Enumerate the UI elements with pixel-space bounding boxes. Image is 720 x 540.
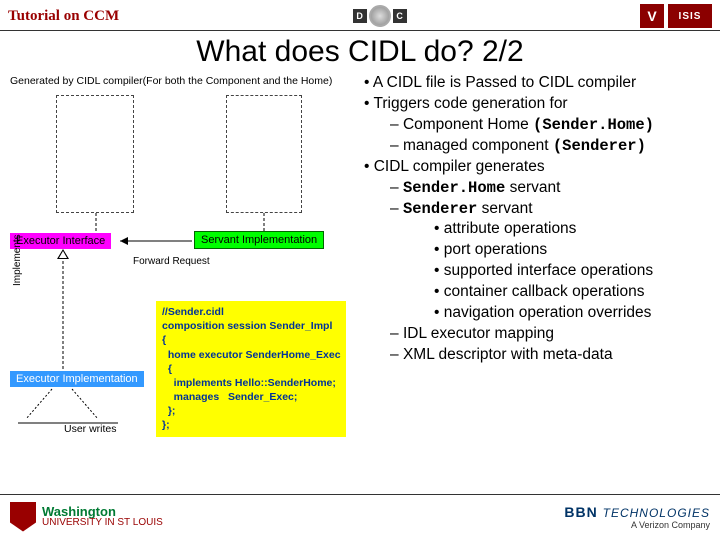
bullet: attribute operations: [434, 219, 712, 240]
bullet: supported interface operations: [434, 261, 712, 282]
bullet: IDL executor mapping: [390, 324, 712, 345]
header-logos: V ISIS: [640, 4, 712, 28]
doc-logo: D C: [353, 5, 407, 27]
bullet-text: Component Home: [403, 116, 533, 133]
bullet-text: A CIDL file is Passed to CIDL compiler: [373, 74, 636, 91]
code-text: Sender.Home: [403, 179, 505, 197]
wustl-line2: UNIVERSITY IN ST LOUIS: [42, 518, 163, 528]
doc-letter-d: D: [353, 9, 367, 23]
cidl-line: };: [162, 418, 340, 432]
inherit-triangle-icon: [57, 249, 69, 259]
executor-interface-box: Executor Interface: [10, 233, 111, 249]
bullet-text: Triggers code generation for: [373, 95, 567, 112]
bullet-text: servant: [505, 179, 560, 196]
vanderbilt-logo: V: [640, 4, 664, 28]
forward-request-label: Forward Request: [133, 256, 210, 267]
cidl-line: implements Hello::SenderHome;: [162, 376, 340, 390]
servant-impl-box: Servant Implementation: [194, 231, 324, 249]
cidl-line: };: [162, 404, 340, 418]
cidl-line: {: [162, 362, 340, 376]
cidl-line: //Sender.cidl: [162, 305, 340, 319]
bullet: XML descriptor with meta-data: [390, 345, 712, 366]
code-text: (Senderer): [553, 137, 646, 155]
bbn-line2: A Verizon Company: [564, 520, 710, 530]
bullet: container callback operations: [434, 282, 712, 303]
bullet: Sender.Home servant: [390, 178, 712, 199]
bbn-logo: BBN TECHNOLOGIES A Verizon Company: [564, 504, 710, 530]
cidl-line: home executor SenderHome_Exec: [162, 348, 340, 362]
header-title: Tutorial on CCM: [8, 8, 119, 25]
bbn-line1: BBN TECHNOLOGIES: [564, 504, 710, 520]
implements-label: Implements: [12, 234, 23, 286]
cidl-line: {: [162, 333, 340, 347]
user-writes-label: User writes: [64, 423, 117, 435]
bullet: managed component (Senderer): [390, 136, 712, 157]
executor-impl-box: Executor Implementation: [10, 371, 144, 387]
bullet: CIDL compiler generates Sender.Home serv…: [364, 157, 712, 366]
bullet-text: CIDL compiler generates: [374, 158, 545, 175]
bullet: A CIDL file is Passed to CIDL compiler: [364, 73, 712, 94]
header: Tutorial on CCM D C V ISIS: [0, 0, 720, 31]
bullet-text: managed component: [403, 137, 553, 154]
bullet: port operations: [434, 240, 712, 261]
doc-letter-c: C: [393, 9, 407, 23]
diagram-area: Generated by CIDL compiler(For both the …: [8, 71, 358, 451]
isis-logo: ISIS: [668, 4, 712, 28]
bullet: Triggers code generation for Component H…: [364, 94, 712, 157]
dash-box-1: [56, 95, 134, 213]
code-text: (Sender.Home): [533, 116, 654, 134]
bbn-name: BBN: [564, 504, 602, 520]
wustl-logo: Washington UNIVERSITY IN ST LOUIS: [10, 502, 163, 532]
doc-swirl-icon: [369, 5, 391, 27]
bullet: Component Home (Sender.Home): [390, 115, 712, 136]
cidl-line: manages Sender_Exec;: [162, 390, 340, 404]
cidl-line: composition session Sender_Impl: [162, 319, 340, 333]
cidl-code-block: //Sender.cidl composition session Sender…: [156, 301, 346, 437]
code-text: Senderer: [403, 200, 477, 218]
bullet: Senderer servant attribute operations po…: [390, 199, 712, 325]
bbn-tech: TECHNOLOGIES: [603, 506, 710, 520]
footer: Washington UNIVERSITY IN ST LOUIS BBN TE…: [0, 494, 720, 540]
wustl-shield-icon: [10, 502, 36, 532]
dash-box-2: [226, 95, 302, 213]
generated-label: Generated by CIDL compiler(For both the …: [10, 75, 332, 87]
main-content: Generated by CIDL compiler(For both the …: [0, 71, 720, 451]
slide-title: What does CIDL do? 2/2: [0, 31, 720, 71]
bullet: navigation operation overrides: [434, 303, 712, 324]
bullet-text: servant: [477, 200, 532, 217]
wustl-text: Washington UNIVERSITY IN ST LOUIS: [42, 505, 163, 528]
bullet-content: A CIDL file is Passed to CIDL compiler T…: [358, 71, 712, 451]
